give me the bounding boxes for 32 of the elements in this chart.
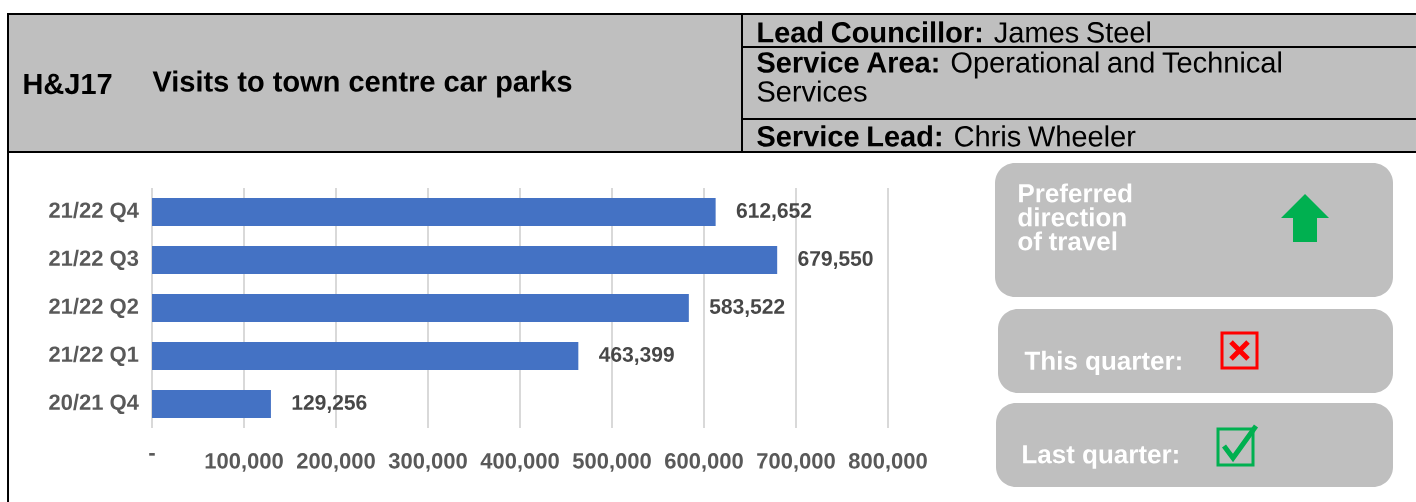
x-tick-label: 200,000 [297, 453, 375, 472]
y-tick-label: 20/21 Q4 [49, 393, 139, 415]
y-tick-label: 21/22 Q3 [49, 249, 139, 271]
x-tick-label: 400,000 [480, 453, 559, 472]
bar [152, 341, 579, 370]
text: Last quarter: [1023, 445, 1178, 469]
x-tick-label: 800,000 [848, 453, 927, 472]
y-tick-label: 21/22 Q4 [49, 201, 139, 223]
text: This quarter: [1024, 350, 1181, 376]
x-tick-label: 500,000 [572, 453, 651, 472]
data-label: 679,550 [798, 251, 873, 269]
bar [152, 197, 716, 226]
x-tick-label: 700,000 [757, 453, 835, 472]
data-label: 612,652 [736, 203, 812, 221]
text: Service Lead: Chris Wheeler [757, 125, 1136, 147]
text: Lead Councillor: James Steel [758, 21, 1151, 43]
bar [152, 245, 778, 274]
text: Service Area: Operational and Technical Services [757, 51, 1281, 102]
bar [152, 293, 689, 322]
chart-title: Visits to town centre car parks [152, 70, 572, 98]
data-label: 463,399 [599, 347, 674, 365]
bar [152, 389, 271, 418]
data-label: 583,522 [709, 299, 785, 317]
data-label: 129,256 [292, 395, 367, 413]
chart-subtitle: H&J17 [24, 73, 112, 95]
y-tick-label: 21/22 Q2 [49, 297, 139, 319]
x-tick-label: 100,000 [205, 453, 283, 472]
x-tick-label: 300,000 [388, 453, 467, 472]
text: Preferred direction of travel [1018, 183, 1132, 251]
x-tick-label: 600,000 [665, 453, 743, 472]
y-tick-label: 21/22 Q1 [49, 345, 139, 367]
x-tick-label: - [149, 453, 155, 456]
